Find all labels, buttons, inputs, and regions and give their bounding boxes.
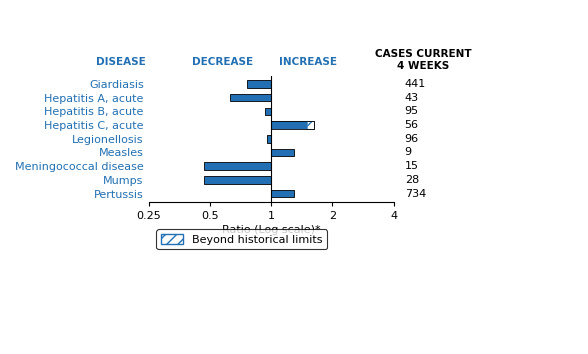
Bar xyxy=(230,94,271,102)
Bar xyxy=(307,121,314,129)
Text: 28: 28 xyxy=(405,175,419,185)
Text: 43: 43 xyxy=(405,93,419,103)
Text: INCREASE: INCREASE xyxy=(279,57,337,67)
Legend: Beyond historical limits: Beyond historical limits xyxy=(156,229,327,249)
Bar xyxy=(271,190,294,197)
Text: 95: 95 xyxy=(405,107,419,116)
Text: 9: 9 xyxy=(405,148,412,158)
Text: 441: 441 xyxy=(405,79,426,89)
Text: DECREASE: DECREASE xyxy=(192,57,253,67)
Text: CASES CURRENT
4 WEEKS: CASES CURRENT 4 WEEKS xyxy=(375,49,471,71)
Bar xyxy=(271,121,314,129)
X-axis label: Ratio (Log scale)*: Ratio (Log scale)* xyxy=(222,225,320,235)
Bar xyxy=(265,108,271,115)
Text: 96: 96 xyxy=(405,134,419,144)
Bar xyxy=(205,162,271,170)
Text: 56: 56 xyxy=(405,120,419,130)
Text: DISEASE: DISEASE xyxy=(96,57,146,67)
Bar xyxy=(271,121,307,129)
Bar xyxy=(205,176,271,184)
Bar xyxy=(271,149,294,156)
Text: 15: 15 xyxy=(405,161,419,171)
Bar xyxy=(247,80,271,88)
Bar xyxy=(266,135,271,143)
Text: 734: 734 xyxy=(405,189,426,199)
